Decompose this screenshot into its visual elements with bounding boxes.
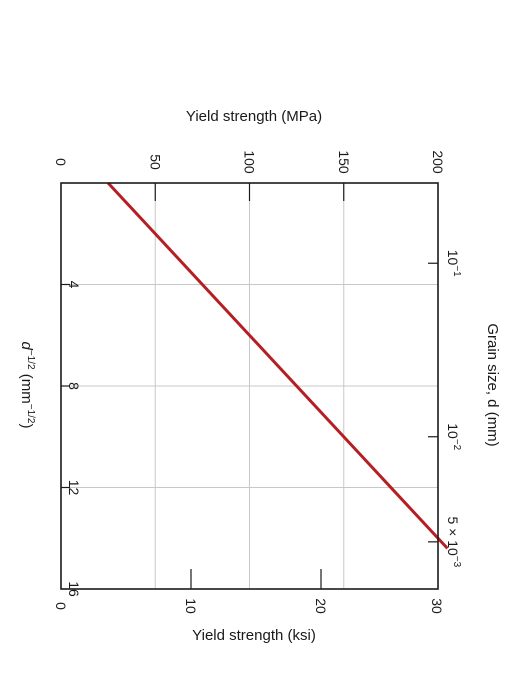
tick-label-mpa-200: 200 <box>430 150 446 174</box>
bottom-axis-title: Yield strength (ksi) <box>192 627 316 644</box>
tick-label-grain-1: 10−2 <box>445 423 462 450</box>
series-line-0 <box>107 181 449 550</box>
tick-label-mpa-150: 150 <box>336 150 352 174</box>
top-axis-title: Yield strength (MPa) <box>186 108 322 125</box>
series-layer <box>107 181 449 550</box>
tick-label-mpa-100: 100 <box>242 150 258 174</box>
left-axis-title-base: d <box>18 342 35 351</box>
tick-label-grain-0: 10−1 <box>445 250 462 277</box>
tick-label-x-12: 12 <box>66 480 82 496</box>
tick-label-mpa-50: 50 <box>147 154 163 170</box>
tick-label-x-4: 4 <box>66 281 82 289</box>
ticks: 4 8 12 16 0 50 100 150 200 0 10 20 30 10−1 10−2 5 × 10−… <box>53 150 462 614</box>
left-axis-title-sup2: −1/2 <box>25 404 36 424</box>
tick-label-ksi-20: 20 <box>313 598 329 614</box>
left-axis-title: d−1/2 (mm−1/2) <box>18 342 36 429</box>
tick-label-x-8: 8 <box>66 382 82 390</box>
grid <box>61 183 438 589</box>
tick-label-ksi-30: 30 <box>429 598 445 614</box>
right-axis-title: Grain size, d (mm) <box>484 323 501 446</box>
tick-label-ksi-10: 10 <box>183 598 199 614</box>
left-axis-title-mid: (mm <box>18 370 35 404</box>
tick-label-x-16: 16 <box>66 581 82 597</box>
tick-label-grain-2: 5 × 10−3 <box>445 516 462 567</box>
left-axis-title-end: ) <box>18 424 35 429</box>
left-axis-title-sup1: −1/2 <box>25 350 36 370</box>
tick-label-ksi-0: 0 <box>53 602 69 610</box>
tick-label-mpa-0: 0 <box>53 158 69 166</box>
